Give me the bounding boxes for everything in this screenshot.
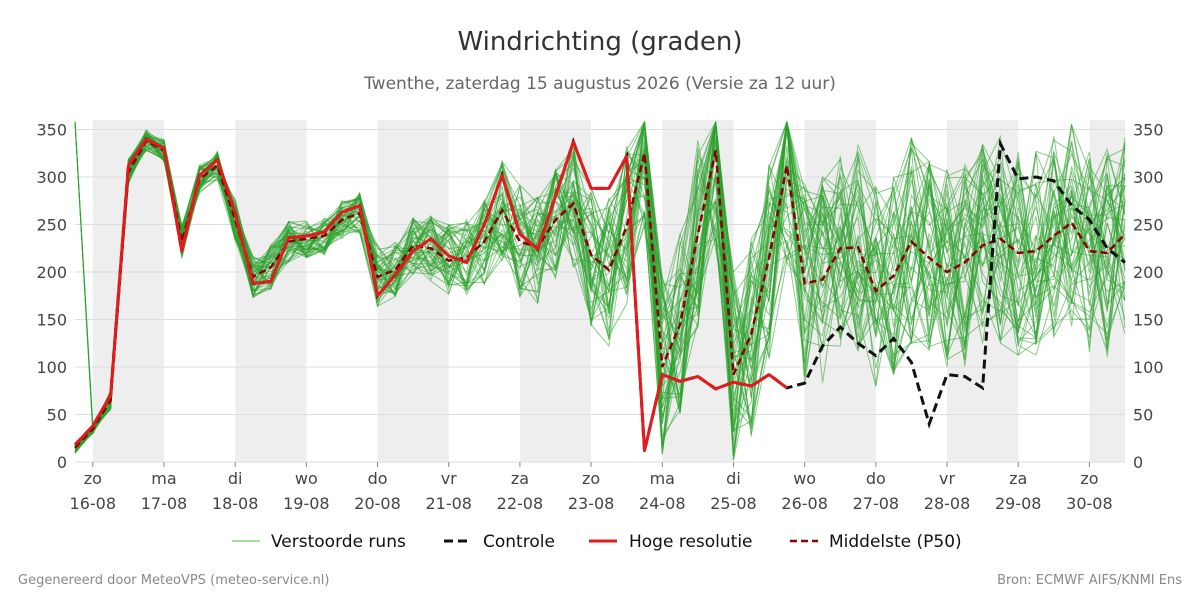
ensemble-member-40 <box>74 121 1126 447</box>
x-tick-date-8: 24-08 <box>639 494 686 513</box>
x-tick-day-13: za <box>1009 469 1027 488</box>
x-tick-day-14: zo <box>1080 469 1098 488</box>
x-tick-day-9: di <box>726 469 741 488</box>
main-series-lines <box>73 137 1126 453</box>
x-tick-date-10: 26-08 <box>781 494 828 513</box>
legend-label-control: Controle <box>483 532 555 552</box>
chart-title: Windrichting (graden) <box>457 27 742 57</box>
x-tick-date-13: 29-08 <box>995 494 1042 513</box>
footer-source: Bron: ECMWF AIFS/KNMI Ens <box>997 573 1182 588</box>
legend-item-p50: Middelste (P50) <box>790 532 962 552</box>
footer-generated-by: Gegenereerd door MeteoVPS (meteo-service… <box>18 573 329 588</box>
shade-band-1 <box>235 120 307 462</box>
x-tick-day-0: zo <box>84 469 102 488</box>
y-axis-ticks: 0 0 50 50 100 100 150 150 200 200 250 250 300 300 350 3… <box>36 121 1163 473</box>
x-tick-day-11: do <box>866 469 886 488</box>
legend-item-ensemble: Verstoorde runs <box>232 532 406 552</box>
y-tick-left-100: 100 <box>36 358 67 377</box>
x-tick-day-8: ma <box>650 469 675 488</box>
x-tick-date-3: 19-08 <box>283 494 330 513</box>
x-tick-date-7: 23-08 <box>568 494 615 513</box>
y-tick-left-300: 300 <box>36 168 67 187</box>
x-tick-day-7: zo <box>582 469 600 488</box>
x-axis-ticks: zo 16-08 ma 17-08 di 18-08 wo 19-08 do 20-08 vr 21-… <box>70 462 1113 513</box>
y-tick-left-0: 0 <box>57 453 67 472</box>
chart-subtitle: Twenthe, zaterdag 15 augustus 2026 (Vers… <box>363 74 836 94</box>
legend-label-highres: Hoge resolutie <box>629 532 753 552</box>
x-tick-day-5: vr <box>441 469 457 488</box>
x-tick-date-1: 17-08 <box>141 494 188 513</box>
x-tick-day-12: vr <box>939 469 955 488</box>
x-tick-day-4: do <box>368 469 388 488</box>
y-tick-right-0: 0 <box>1133 453 1143 472</box>
x-tick-date-9: 25-08 <box>710 494 757 513</box>
x-tick-date-12: 28-08 <box>924 494 971 513</box>
y-tick-left-200: 200 <box>36 263 67 282</box>
x-tick-date-4: 20-08 <box>354 494 401 513</box>
legend-item-control: Controle <box>444 532 555 552</box>
legend: Verstoorde runs Controle Hoge resolutie … <box>232 532 962 552</box>
y-tick-right-200: 200 <box>1133 263 1164 282</box>
x-tick-date-14: 30-08 <box>1066 494 1113 513</box>
x-tick-day-10: wo <box>793 469 816 488</box>
y-tick-left-250: 250 <box>36 216 67 235</box>
x-tick-day-6: za <box>511 469 529 488</box>
legend-item-highres: Hoge resolutie <box>589 532 753 552</box>
y-tick-right-100: 100 <box>1133 358 1164 377</box>
x-tick-day-1: ma <box>151 469 176 488</box>
highres-line <box>73 137 788 453</box>
y-tick-left-50: 50 <box>47 406 67 425</box>
y-tick-left-150: 150 <box>36 311 67 330</box>
x-tick-date-5: 21-08 <box>425 494 472 513</box>
ensemble-member-39 <box>74 121 1126 444</box>
x-tick-day-3: wo <box>295 469 318 488</box>
y-tick-left-350: 350 <box>36 121 67 140</box>
x-tick-day-2: di <box>228 469 243 488</box>
legend-label-p50: Middelste (P50) <box>829 532 962 552</box>
x-tick-date-0: 16-08 <box>70 494 117 513</box>
ensemble-member-44 <box>74 121 1126 454</box>
x-tick-date-11: 27-08 <box>853 494 900 513</box>
x-tick-date-2: 18-08 <box>212 494 259 513</box>
y-tick-right-350: 350 <box>1133 121 1164 140</box>
y-tick-right-150: 150 <box>1133 311 1164 330</box>
y-tick-right-250: 250 <box>1133 216 1164 235</box>
y-tick-right-300: 300 <box>1133 168 1164 187</box>
x-tick-date-6: 22-08 <box>497 494 544 513</box>
legend-label-ensemble: Verstoorde runs <box>271 532 406 552</box>
y-tick-right-50: 50 <box>1133 406 1153 425</box>
